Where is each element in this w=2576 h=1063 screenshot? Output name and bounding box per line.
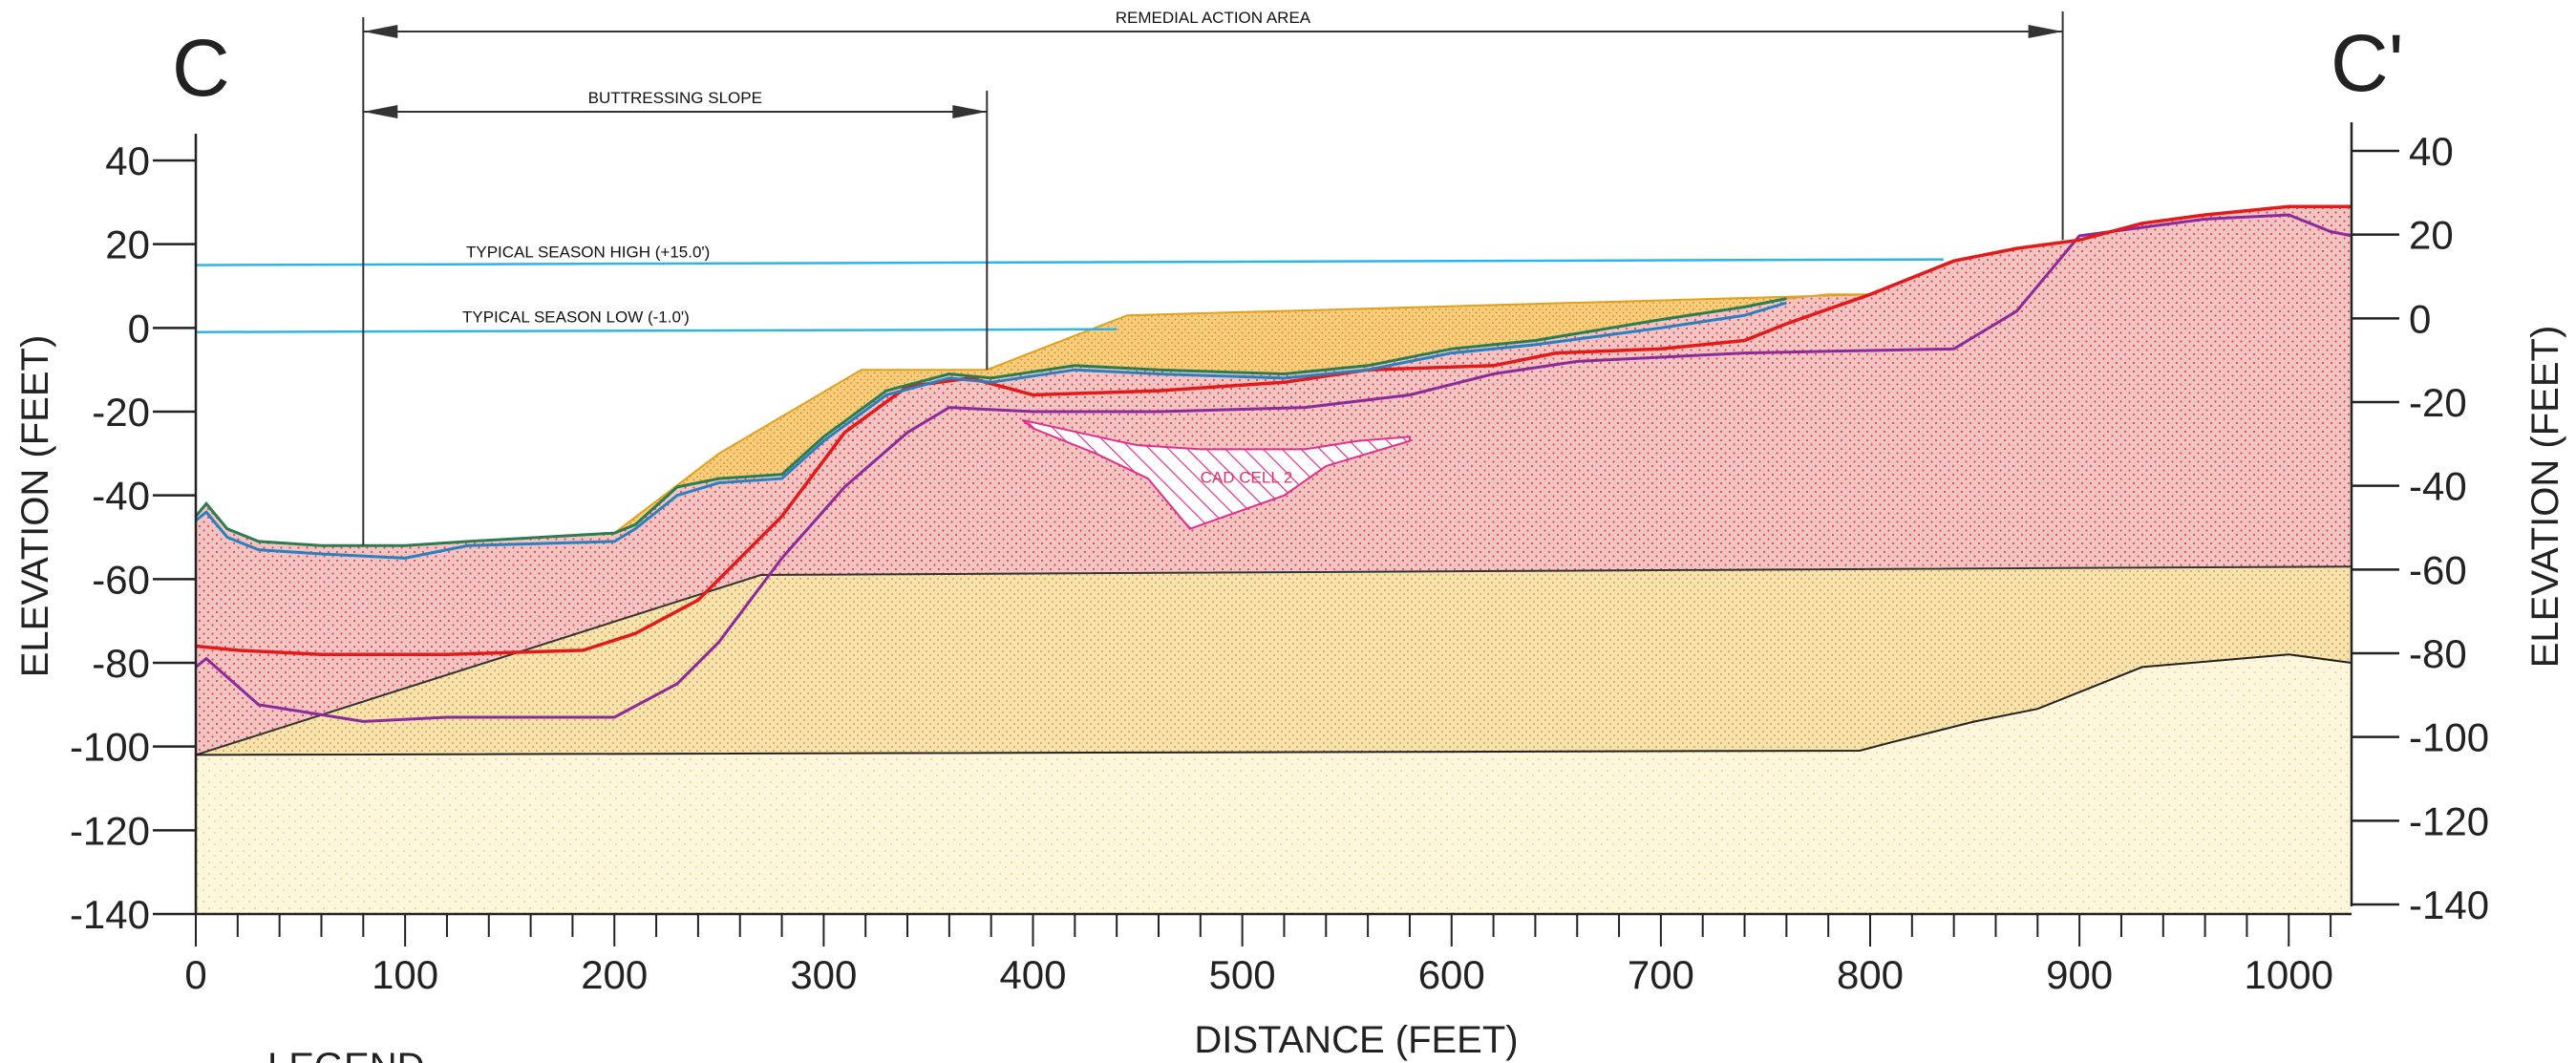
x-tick-label: 700: [1628, 952, 1694, 997]
red-boundary-line: [195, 204, 2352, 656]
existing-surface-green-line: [194, 297, 1787, 547]
boundary-lines: [194, 204, 2352, 756]
x-tick-label: 300: [790, 952, 857, 997]
y-tick-label-right: 40: [2409, 129, 2454, 174]
section-label-left: C: [172, 23, 230, 113]
y-tick-label-left: -100: [70, 725, 150, 770]
bottom-axis-ticks: 0 100 200 300 400 500 600 700 800 900 1000: [184, 914, 2333, 997]
y-tick-label-left: 40: [105, 138, 150, 183]
buttressing-slope-label: BUTTRESSING SLOPE: [588, 89, 762, 107]
arrowhead-icon: [363, 105, 398, 118]
y-axis-title-left: ELEVATION (FEET): [14, 335, 56, 678]
y-tick-label-left: 20: [105, 223, 150, 267]
right-axis-ticks: 40 20 0 -20 -40 -60 -80 -100 -120 -140: [2352, 129, 2489, 927]
sand-layer: [196, 654, 2352, 914]
layers: [196, 206, 2352, 914]
season-low-label: TYPICAL SEASON LOW (-1.0'): [462, 308, 690, 327]
clay-layer: [196, 566, 2352, 755]
season-high-line: [195, 258, 1944, 266]
season-low-line: [195, 328, 1118, 333]
arrowhead-icon: [2028, 25, 2063, 38]
y-tick-label-right: -60: [2409, 547, 2467, 592]
y-tick-label-left: -60: [92, 557, 150, 602]
x-tick-label: 500: [1209, 952, 1276, 997]
cad-cell-label: CAD CELL 2: [1201, 469, 1293, 487]
y-tick-label-right: -120: [2409, 798, 2489, 843]
y-tick-label-right: -140: [2409, 882, 2489, 927]
y-tick-label-left: -40: [92, 474, 150, 519]
y-tick-label-right: -40: [2409, 464, 2467, 509]
arrowhead-icon: [363, 25, 398, 38]
y-tick-label-left: -140: [70, 892, 150, 937]
x-axis-title: DISTANCE (FEET): [1194, 1019, 1518, 1061]
x-tick-label: 800: [1837, 952, 1904, 997]
cad-cell-polygon: [1021, 418, 1411, 530]
dimension-annotations: REMEDIAL ACTION AREA BUTTRESSING SLOPE: [362, 9, 2064, 546]
y-tick-label-left: -120: [70, 808, 150, 853]
season-high-label: TYPICAL SEASON HIGH (+15.0'): [466, 244, 710, 262]
existing-surface-blue-line: [195, 301, 1787, 560]
remedial-action-label: REMEDIAL ACTION AREA: [1116, 9, 1311, 27]
y-tick-label-right: -80: [2409, 631, 2467, 676]
x-tick-label: 900: [2046, 952, 2113, 997]
legend-title: LEGEND: [267, 1046, 425, 1063]
arrowhead-icon: [952, 105, 988, 118]
y-tick-label-right: -20: [2409, 380, 2467, 425]
x-tick-label: 0: [184, 952, 206, 997]
y-tick-label-right: 20: [2409, 213, 2454, 258]
sand-top-line: [195, 653, 2352, 756]
section-label-right: C': [2331, 18, 2404, 108]
clay-top-line: [195, 565, 2352, 756]
x-tick-label: 1000: [2245, 952, 2333, 997]
y-tick-label-left: -20: [92, 390, 150, 435]
y-tick-label-right: 0: [2409, 296, 2431, 341]
x-tick-label: 100: [372, 952, 438, 997]
x-tick-label: 200: [581, 952, 648, 997]
y-tick-label-right: -100: [2409, 715, 2489, 760]
water-levels: TYPICAL SEASON HIGH (+15.0') TYPICAL SEA…: [195, 244, 1944, 333]
y-tick-label-left: -80: [92, 641, 150, 686]
x-tick-label: 400: [999, 952, 1066, 997]
y-axis-title-right: ELEVATION (FEET): [2524, 326, 2566, 669]
x-tick-label: 600: [1418, 952, 1485, 997]
y-tick-label-left: 0: [128, 306, 150, 351]
left-axis-ticks: 40 20 0 -20 -40 -60 -80 -100 -120 -140: [70, 138, 196, 937]
